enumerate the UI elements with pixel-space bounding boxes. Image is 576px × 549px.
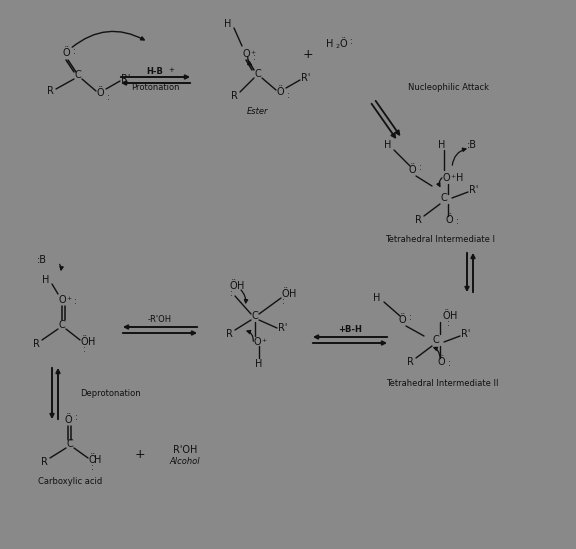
Text: R: R <box>415 215 422 225</box>
Text: :B: :B <box>37 255 47 265</box>
Text: Tetrahedral Intermediate II: Tetrahedral Intermediate II <box>386 378 498 388</box>
Text: H: H <box>456 173 464 183</box>
Text: Ö: Ö <box>339 39 347 49</box>
Text: Nucleophilic Attack: Nucleophilic Attack <box>408 83 489 92</box>
Text: :: : <box>456 217 458 227</box>
Text: :: : <box>253 53 255 63</box>
Text: O: O <box>442 173 450 183</box>
Text: R: R <box>230 91 237 101</box>
Text: H: H <box>438 140 446 150</box>
Text: Tetrahedral Intermediate I: Tetrahedral Intermediate I <box>385 236 495 244</box>
Text: R': R' <box>469 185 479 195</box>
Text: :: : <box>74 298 77 306</box>
Text: Ö: Ö <box>437 357 445 367</box>
Text: H: H <box>94 455 102 465</box>
Text: Ö: Ö <box>442 311 450 321</box>
Text: :: : <box>230 289 232 299</box>
Text: +: + <box>168 67 174 73</box>
Text: :: : <box>75 413 77 423</box>
Text: Ö: Ö <box>229 281 237 291</box>
Text: O: O <box>242 49 250 59</box>
Text: R': R' <box>301 73 310 83</box>
Text: R': R' <box>278 323 287 333</box>
Text: +: + <box>302 48 313 60</box>
Text: +: + <box>66 295 71 300</box>
Text: Protonation: Protonation <box>131 83 179 92</box>
Text: Ö: Ö <box>281 289 289 299</box>
Text: :: : <box>448 360 450 368</box>
Text: R: R <box>407 357 414 367</box>
Text: O: O <box>58 295 66 305</box>
Text: R': R' <box>122 74 131 84</box>
Text: :: : <box>73 47 75 55</box>
Text: Alcohol: Alcohol <box>170 457 200 467</box>
Text: H: H <box>384 140 392 150</box>
Text: C: C <box>441 193 448 203</box>
Text: Ö: Ö <box>62 48 70 58</box>
Text: H: H <box>88 337 96 347</box>
Text: :: : <box>82 345 85 355</box>
Text: :: : <box>282 298 285 306</box>
Text: C: C <box>433 335 439 345</box>
Text: C: C <box>255 69 262 79</box>
Text: H: H <box>42 275 50 285</box>
Text: C: C <box>59 320 65 330</box>
Text: Deprotonation: Deprotonation <box>80 389 141 399</box>
Text: -R'OH: -R'OH <box>148 316 172 324</box>
Text: Ester: Ester <box>247 108 269 116</box>
Text: H: H <box>373 293 381 303</box>
Text: R: R <box>40 457 47 467</box>
Text: H-B: H-B <box>146 68 164 76</box>
Text: +: + <box>135 449 145 462</box>
Text: R'OH: R'OH <box>173 445 197 455</box>
Text: H: H <box>224 19 232 29</box>
Text: H: H <box>255 359 263 369</box>
Text: H: H <box>450 311 458 321</box>
Text: +: + <box>450 173 456 178</box>
Text: :: : <box>287 92 289 100</box>
Text: Ö: Ö <box>445 215 453 225</box>
Text: Ö: Ö <box>408 165 416 175</box>
Text: C: C <box>252 311 259 321</box>
Text: Carboxylic acid: Carboxylic acid <box>38 478 102 486</box>
Text: :: : <box>419 164 422 172</box>
Text: H: H <box>237 281 245 291</box>
Text: C: C <box>75 70 81 80</box>
Text: :: : <box>350 37 353 47</box>
Text: Ö: Ö <box>80 337 88 347</box>
Text: C: C <box>67 439 73 449</box>
Text: R: R <box>226 329 233 339</box>
Text: Ö: Ö <box>398 315 406 325</box>
Text: :: : <box>408 313 411 322</box>
Text: +: + <box>262 338 267 343</box>
Text: Ö: Ö <box>88 455 96 465</box>
Text: R: R <box>33 339 39 349</box>
Text: :: : <box>107 92 109 102</box>
Text: +: + <box>251 49 256 54</box>
Text: R': R' <box>461 329 471 339</box>
Text: :: : <box>90 463 93 473</box>
Text: H: H <box>289 289 297 299</box>
Text: Ö: Ö <box>276 87 284 97</box>
Text: :B: :B <box>467 140 477 150</box>
Text: +B-H: +B-H <box>338 326 362 334</box>
Text: Ö: Ö <box>96 88 104 98</box>
Text: R: R <box>47 86 54 96</box>
Text: H: H <box>327 39 334 49</box>
Text: Ö: Ö <box>64 415 72 425</box>
Text: 2: 2 <box>335 43 339 48</box>
Text: :: : <box>446 320 449 328</box>
Text: O: O <box>253 337 261 347</box>
